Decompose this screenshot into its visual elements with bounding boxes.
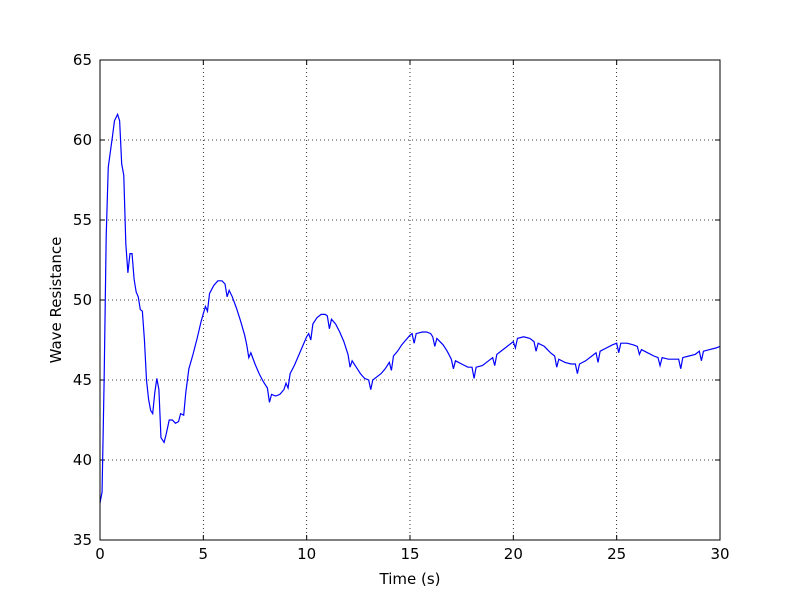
y-tick-label: 45 (73, 371, 92, 389)
plot-frame (99, 59, 721, 541)
y-tick-label: 55 (73, 211, 92, 229)
y-tick-label: 50 (73, 291, 92, 309)
x-tick-label: 20 (504, 545, 523, 563)
y-tick-label: 35 (73, 531, 92, 549)
x-tick-label: 15 (400, 545, 419, 563)
x-tick-label: 0 (95, 545, 105, 563)
y-tick-label: 60 (73, 131, 92, 149)
x-axis-label: Time (s) (379, 570, 441, 588)
x-tick-label: 25 (607, 545, 626, 563)
data-line (99, 112, 721, 504)
x-tick-label: 30 (710, 545, 729, 563)
y-tick-label: 65 (73, 51, 92, 69)
x-tick-label: 10 (297, 545, 316, 563)
y-tick-label: 40 (73, 451, 92, 469)
x-tick-label: 5 (199, 545, 209, 563)
y-axis-label: Wave Resistance (47, 237, 65, 364)
